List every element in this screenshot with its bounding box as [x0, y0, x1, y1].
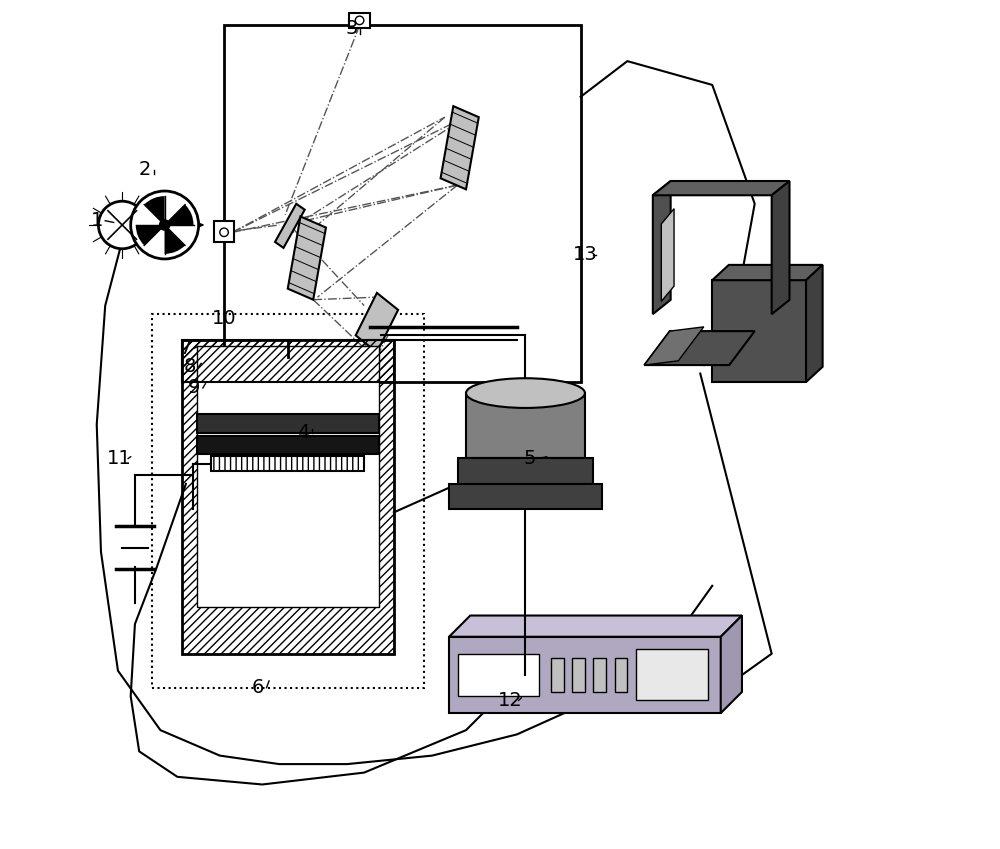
Polygon shape	[288, 216, 326, 300]
Bar	[636, 649, 708, 700]
Text: 13: 13	[573, 245, 597, 264]
Text: 3: 3	[345, 19, 358, 37]
Bar	[449, 484, 602, 509]
Bar	[572, 658, 585, 692]
Polygon shape	[721, 616, 742, 713]
Text: 10: 10	[212, 309, 236, 328]
Circle shape	[355, 16, 364, 25]
Wedge shape	[136, 225, 165, 245]
Text: 12: 12	[498, 691, 523, 710]
Bar	[197, 436, 379, 454]
Polygon shape	[449, 616, 742, 637]
Bar	[349, 13, 370, 28]
Text: 4: 4	[297, 424, 309, 442]
Bar	[615, 658, 627, 692]
Polygon shape	[356, 293, 398, 352]
Ellipse shape	[466, 379, 585, 408]
Bar	[197, 414, 379, 433]
Circle shape	[98, 201, 146, 249]
Bar	[551, 658, 564, 692]
Polygon shape	[806, 265, 823, 382]
Bar	[593, 658, 606, 692]
Bar	[182, 340, 394, 382]
Polygon shape	[712, 265, 823, 280]
Bar	[349, 382, 370, 395]
Wedge shape	[144, 196, 165, 225]
Text: 2: 2	[139, 160, 151, 179]
Text: 7: 7	[180, 339, 192, 357]
Bar	[349, 357, 370, 395]
Bar	[712, 280, 806, 382]
Polygon shape	[644, 331, 755, 365]
Polygon shape	[644, 327, 704, 365]
Wedge shape	[165, 205, 194, 225]
Text: 5: 5	[523, 449, 536, 468]
Bar	[197, 346, 379, 607]
Bar	[458, 458, 593, 484]
Bar	[466, 393, 585, 458]
Text: 1: 1	[91, 211, 103, 230]
Bar	[224, 25, 581, 382]
Circle shape	[131, 191, 199, 259]
Text: 11: 11	[107, 449, 132, 468]
Text: 6: 6	[252, 678, 264, 697]
Bar	[152, 314, 424, 688]
Wedge shape	[165, 225, 185, 254]
Bar	[458, 654, 539, 696]
Text: 9: 9	[188, 379, 201, 397]
Polygon shape	[653, 181, 790, 195]
Polygon shape	[661, 209, 674, 301]
Bar	[182, 340, 394, 654]
Polygon shape	[653, 181, 671, 314]
Bar	[449, 637, 721, 713]
Circle shape	[220, 228, 228, 237]
Polygon shape	[441, 106, 479, 189]
Text: 8: 8	[184, 357, 196, 376]
Bar	[214, 222, 234, 243]
Bar	[211, 456, 364, 471]
Polygon shape	[772, 181, 790, 314]
Polygon shape	[275, 204, 305, 248]
Circle shape	[160, 220, 170, 230]
